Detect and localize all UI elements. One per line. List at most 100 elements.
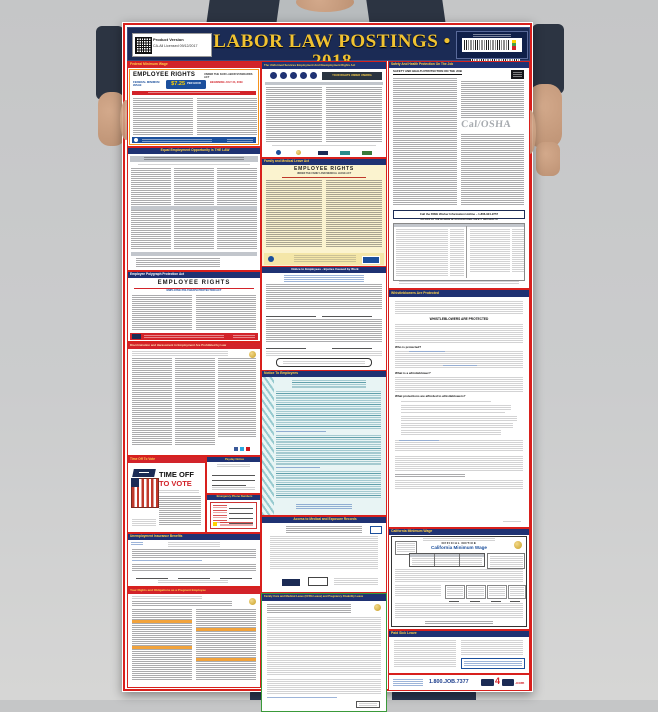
section-paid-sick-leave: Paid Sick Leave [388, 630, 530, 674]
section-title: Equal Employment Opportunity is THE LAW [160, 148, 230, 153]
payday-line-2 [212, 477, 255, 481]
body-lines-1 [132, 549, 256, 559]
payday-title-bar: Payday Notice [207, 457, 260, 462]
paid-sick-leave-title-bar: Paid Sick Leave [389, 631, 529, 637]
left-mini-table [395, 541, 417, 555]
section-title: Access to Medical and Exposure Records [293, 517, 357, 522]
section-time-off-to-vote: Time Off To Vote TIME OFF TO VOTE [127, 456, 206, 533]
youtube-icon [245, 446, 250, 451]
form-line-3 [266, 346, 306, 349]
section-title: Federal Minimum Wage [130, 62, 168, 67]
ballot-lid [132, 469, 156, 477]
bullet-4 [401, 416, 517, 421]
body-lines-3 [276, 471, 381, 499]
product-version-label: Product Version [153, 37, 184, 42]
barcode-box [456, 31, 528, 62]
section-title: Notice To Employees [264, 371, 299, 376]
calosha-watermark: Cal/OSHA [460, 119, 512, 130]
wage-amount-box: $7.25 PER HOUR [166, 80, 206, 89]
military-seal-2 [280, 72, 287, 79]
body-lines-2 [276, 435, 381, 465]
red-rule [282, 177, 366, 178]
userra-headline-box: YOUR RIGHTS UNDER USERRA [322, 72, 382, 80]
osha-headline: SAFETY AND HEALTH PROTECTION ON THE JOB [393, 69, 462, 75]
footer-left-text [393, 679, 423, 686]
schedule-rule-4 [510, 599, 520, 602]
section-fmla: Family and Medical Leave Act EMPLOYEE RI… [261, 158, 387, 267]
bullet-3 [401, 412, 505, 414]
footer-phone: 1.800.JOB.7377 [429, 678, 469, 685]
schedule-table-1 [445, 585, 465, 599]
paragraph-3 [395, 351, 523, 369]
edd-logo [131, 542, 143, 546]
sig-line-3 [220, 576, 252, 579]
ballot-corner [131, 478, 139, 487]
link-line [267, 697, 337, 700]
offices-title: OFFICES OF THE DIVISION OF OCCUPATIONAL … [420, 219, 498, 221]
logo-chip-blue [276, 150, 281, 155]
section-title: Your Rights and Obligations as a Pregnan… [130, 588, 206, 593]
polygraph-headline: EMPLOYEE RIGHTS [157, 280, 231, 286]
whd-seal-icon [268, 256, 274, 262]
unemployment-title-bar: Unemployment Insurance Benefits [128, 534, 260, 540]
fineprint-col-2 [175, 358, 215, 446]
section-title: The Uniformed Services Employment And Re… [264, 63, 356, 68]
body-lines-1 [276, 391, 381, 429]
table-right-names [470, 229, 510, 273]
section-title: Paid Sick Leave [391, 631, 417, 636]
flsa-subheadline: UNDER THE FAIR LABOR STANDARDS ACT [204, 73, 253, 79]
logo-chip-navy [318, 150, 328, 155]
paragraph-4 [395, 377, 523, 393]
section-emergency-phone-numbers: Emergency Phone Numbers [206, 494, 261, 533]
vote-title-bar: Time Off To Vote [128, 457, 205, 463]
link-fragment-2 [443, 365, 477, 367]
schedule-table-4 [508, 585, 526, 599]
twitter-icon [239, 446, 244, 451]
bullet-5 [401, 423, 513, 428]
state-seal [249, 351, 256, 358]
poster-banner: Product Version CA-All Licensed 09/12/20… [127, 27, 530, 71]
protections-subhead: What protections are afforded to whistle… [395, 394, 466, 398]
rev-box [356, 701, 380, 708]
fineprint-col-2 [326, 180, 382, 248]
paragraph-2 [395, 324, 523, 344]
offices-table [393, 223, 525, 281]
body-lines-1 [266, 284, 382, 310]
rev-text [359, 703, 377, 706]
person-right-forearm [536, 142, 560, 176]
wage-label: FEDERAL MINIMUM WAGE [133, 80, 160, 87]
schedule-table-3 [487, 585, 507, 599]
wage-effective-date: BEGINNING JULY 24, 2009 [210, 81, 243, 84]
mini-table-lines [397, 543, 415, 553]
section-userra: The Uniformed Services Employment And Re… [261, 61, 387, 158]
fineprint-col-1 [133, 98, 193, 136]
body-lines-2 [267, 650, 381, 676]
color-chip-red [512, 46, 516, 50]
wage-unit: PER HOUR [187, 82, 201, 86]
polygraph-subheadline: EMPLOYEE POLYGRAPH PROTECTION ACT [166, 288, 222, 292]
footer-text [294, 255, 356, 263]
band-text [144, 157, 244, 161]
row-doctor [213, 505, 227, 508]
note-lines [489, 555, 523, 567]
fineprint-col-1 [393, 78, 457, 206]
fineprint-col-2 [197, 98, 257, 136]
form-line-2 [322, 314, 372, 317]
caption-lines [292, 380, 366, 388]
red-rule [134, 287, 254, 289]
fineprint-col-1 [266, 87, 322, 143]
signature-pill [276, 358, 372, 367]
section-discrimination: Discrimination and Harassment in Employm… [127, 342, 261, 456]
military-seal-1 [270, 72, 277, 79]
wage-amount: $7.25 [171, 80, 186, 87]
highlight-line [132, 560, 202, 563]
headline-lines [267, 604, 351, 613]
dol-logo [132, 334, 141, 339]
brand-logo: 4 .com [481, 676, 527, 687]
fineprint-col-3 [218, 358, 256, 438]
state-seal [249, 598, 256, 605]
person-right-sleeve [532, 24, 564, 94]
person-neck [296, 0, 354, 12]
bullet-1 [401, 401, 491, 403]
row-hospital-line [229, 512, 253, 514]
